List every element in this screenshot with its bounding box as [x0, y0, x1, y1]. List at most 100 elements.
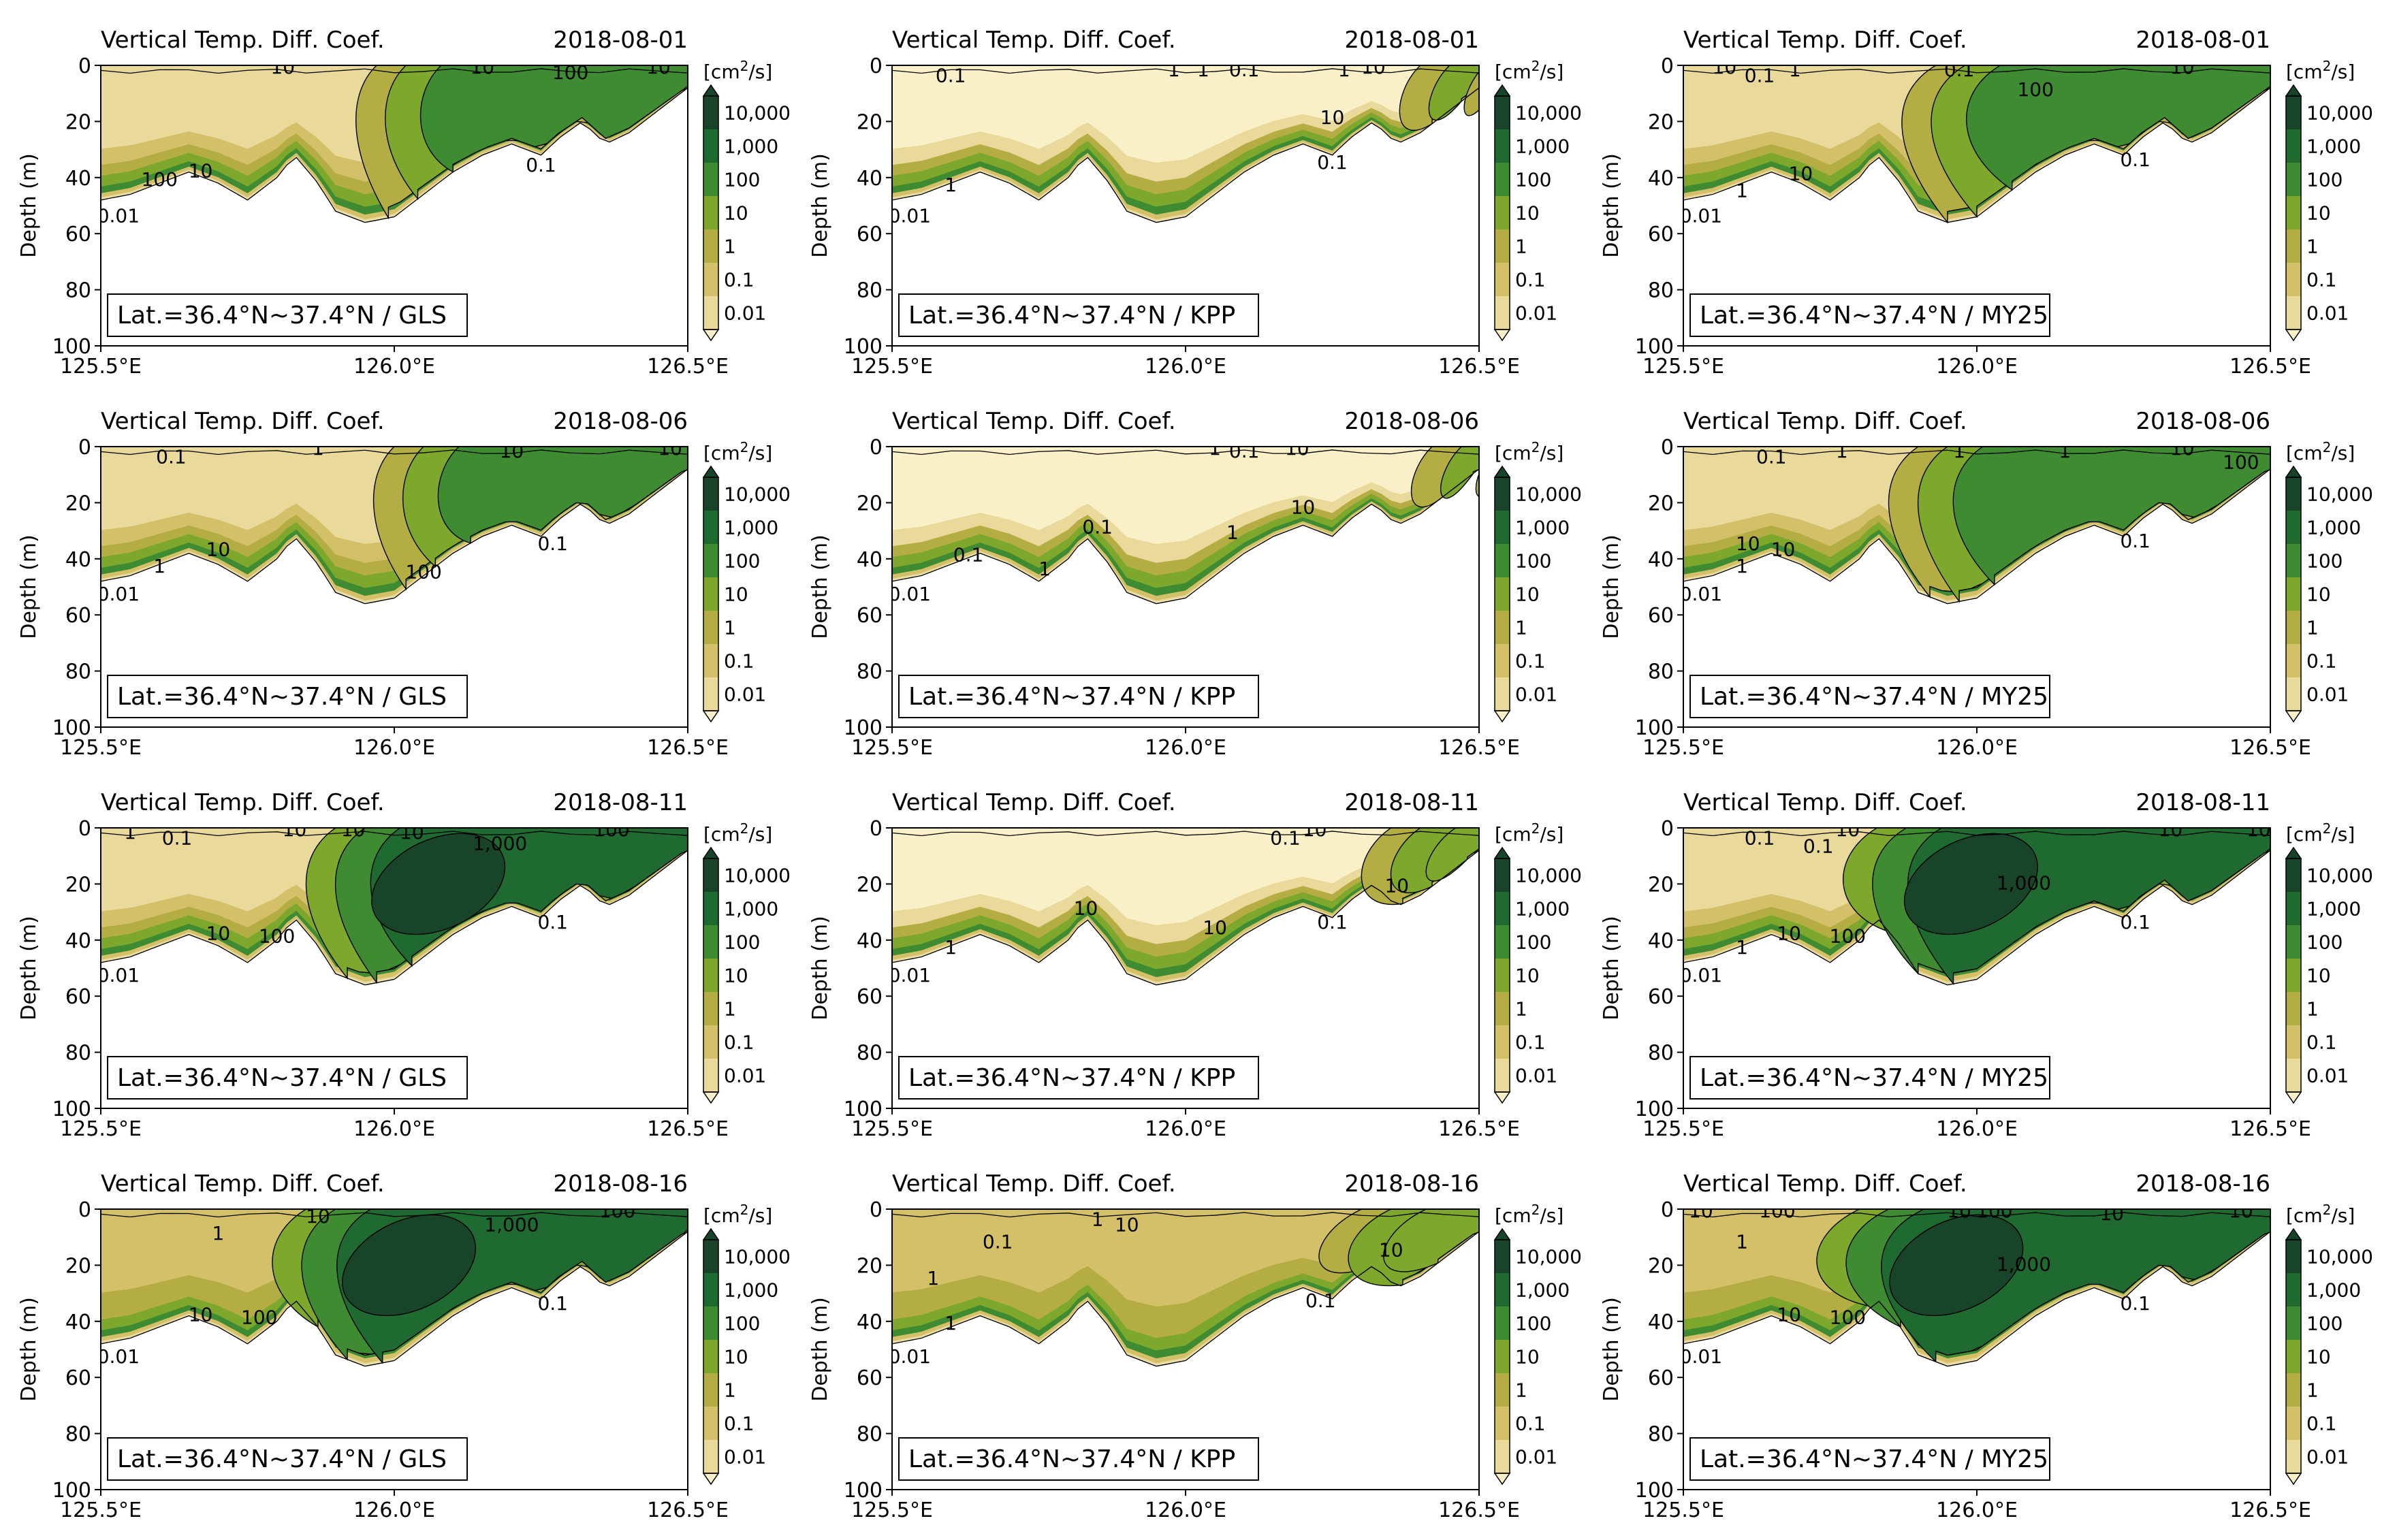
units-prefix: [cm	[703, 61, 740, 83]
colorbar-tick-label: 1	[2306, 236, 2319, 258]
colorbar-tick-label: 10,000	[724, 102, 791, 125]
contour-label: 0.01	[889, 964, 931, 986]
colorbar-segment	[703, 859, 718, 893]
panel-date: 2018-08-16	[1344, 1170, 1479, 1198]
contour-label: 0.1	[1944, 59, 1975, 81]
contour-label: 10	[206, 922, 231, 944]
panel-title: Vertical Temp. Diff. Coef.	[101, 408, 385, 435]
y-tick-label: 60	[65, 223, 91, 246]
legend-text: Lat.=36.4°N~37.4°N / KPP	[908, 1064, 1235, 1092]
mixing-region	[1463, 65, 1479, 116]
colorbar-segment	[703, 163, 718, 197]
y-tick-label: 20	[857, 1254, 883, 1278]
colorbar-segment	[703, 992, 718, 1026]
x-tick-label: 125.5°E	[60, 1498, 142, 1522]
contour-label: 1	[212, 1222, 224, 1245]
colorbar-segment	[2286, 96, 2301, 130]
colorbar-extend-max	[1493, 84, 1511, 97]
colorbar-segment	[703, 129, 718, 163]
legend-box	[107, 1056, 468, 1100]
units-sup: 2	[2323, 58, 2332, 74]
contour-label: 1	[1092, 1208, 1104, 1230]
y-tick-label: 20	[857, 873, 883, 897]
units-sup: 2	[740, 820, 749, 837]
seafloor-line	[1683, 1231, 2270, 1367]
mixing-region	[1428, 65, 1479, 121]
colorbar-segment	[703, 925, 718, 959]
legend-separator: /	[375, 1064, 398, 1092]
contour-label: 10	[470, 56, 494, 78]
contour-label: 1	[944, 936, 957, 959]
y-tick-label: 20	[65, 1254, 91, 1278]
contour-label: 0.1	[953, 544, 984, 566]
colorbar-segment	[1495, 1440, 1510, 1474]
colorbar-tick-label: 0.1	[2306, 1031, 2337, 1054]
panel-date: 2018-08-16	[553, 1170, 688, 1198]
units-prefix: [cm	[703, 1204, 740, 1227]
contour-label: 0.1	[1082, 515, 1113, 538]
contour-label: 100	[1976, 1200, 2012, 1222]
y-tick-label: 40	[857, 548, 883, 572]
colorbar-extend-max	[702, 84, 720, 97]
colorbar-extend-min	[702, 710, 720, 723]
panel-plot: 1 0.1 10 0.1 1 0.1 1 10 0.01	[889, 437, 1479, 605]
x-tick-label: 126.0°E	[353, 1498, 435, 1522]
contour-label: 1	[1789, 59, 1801, 81]
colorbar-segment	[703, 1025, 718, 1059]
colorbar-segment	[703, 1273, 718, 1307]
colorbar-segment	[2286, 129, 2301, 163]
y-tick-label: 100	[844, 1479, 883, 1503]
colorbar-segment	[2286, 1306, 2301, 1341]
contour-label: 1	[1226, 522, 1239, 544]
y-tick-label: 100	[52, 1097, 91, 1121]
colorbar-extend-min	[2285, 710, 2302, 723]
units-prefix: [cm	[2286, 61, 2323, 83]
x-tick-label: 126.5°E	[647, 1117, 729, 1141]
colorbar-segment	[1495, 577, 1510, 611]
colorbar-segment	[1495, 992, 1510, 1026]
core-region	[342, 1214, 477, 1317]
colorbar-tick-label: 10,000	[2306, 102, 2373, 125]
colorbar-segment	[703, 477, 718, 511]
contour-line	[892, 68, 1479, 74]
colorbar-frame	[2285, 95, 2302, 330]
legend-box	[898, 293, 1259, 337]
colorbar-extend-max	[702, 1228, 720, 1240]
contour-label: 0.01	[889, 583, 931, 605]
mixing-region	[1440, 447, 1479, 499]
units-sup: 2	[2323, 439, 2332, 455]
units-prefix: [cm	[1495, 1204, 1531, 1227]
colorbar-tick-label: 10	[1515, 202, 1540, 225]
contour-label: 100	[552, 61, 588, 84]
panel-date: 2018-08-11	[553, 789, 688, 816]
colorbar-frame	[1494, 95, 1510, 330]
legend-text: Lat.=36.4°N~37.4°N / MY25	[1700, 1064, 2048, 1092]
core-region	[371, 833, 506, 935]
colorbar-extend-min	[1493, 329, 1511, 342]
contour-label: 10	[500, 440, 524, 462]
colorbar-segment	[703, 892, 718, 926]
colorbar-segment	[1495, 544, 1510, 578]
units-prefix: [cm	[1495, 823, 1531, 846]
panel-date: 2018-08-11	[1344, 789, 1479, 816]
x-tick-label: 126.5°E	[1438, 1498, 1520, 1522]
colorbar-tick-label: 0.01	[724, 302, 766, 325]
y-tick-label: 20	[65, 110, 91, 134]
legend-scheme: MY25	[1981, 1445, 2048, 1473]
colorbar-frame	[1494, 1239, 1510, 1474]
contour-label: 100	[141, 168, 177, 191]
contour-label: 10	[1320, 106, 1345, 129]
contour-label: 10	[1285, 437, 1309, 460]
colorbar-segment	[1495, 1059, 1510, 1093]
colorbar-segment	[2286, 992, 2301, 1026]
colorbar-tick-label: 1,000	[724, 1279, 778, 1302]
x-tick-label: 126.5°E	[1438, 736, 1520, 760]
colorbar-tick-label: 1	[2306, 998, 2319, 1021]
y-tick-label: 20	[1648, 492, 1674, 515]
legend-latitude: Lat.=36.4°N~37.4°N	[908, 302, 1166, 330]
contour-band	[101, 85, 688, 223]
colorbar-tick-label: 10,000	[724, 483, 791, 506]
contour-label: 0.1	[1803, 835, 1834, 858]
colorbar-segment	[2286, 1059, 2301, 1093]
